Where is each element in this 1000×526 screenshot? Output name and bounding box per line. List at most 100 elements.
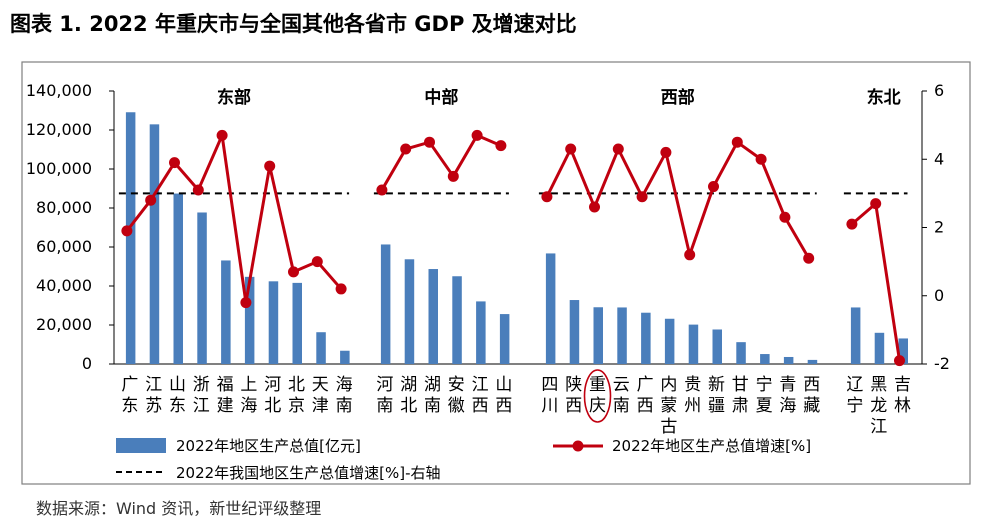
bar-山西 (499, 314, 510, 364)
category-label-重庆: 重庆 (589, 375, 606, 416)
left-tick-label: 0 (82, 354, 92, 373)
growth-point-广东 (121, 225, 133, 237)
right-axis: -2 0 2 4 6 (921, 81, 950, 373)
bar-福建 (221, 260, 231, 364)
growth-point-山西 (495, 140, 507, 152)
bar-山东 (173, 193, 183, 364)
left-tick-label: 120,000 (26, 120, 92, 139)
category-label-河南: 河南 (376, 375, 393, 416)
category-label-安徽: 安徽 (448, 375, 465, 416)
chongqing-highlight (583, 369, 612, 423)
category-label-辽宁: 辽宁 (846, 375, 863, 416)
bar-广西 (641, 312, 651, 364)
region-label-中部: 中部 (424, 87, 458, 108)
growth-point-福建 (216, 129, 228, 141)
growth-point-甘肃 (731, 136, 743, 148)
category-label-湖北: 湖北 (400, 375, 417, 416)
category-label-云南: 云南 (613, 375, 630, 416)
growth-point-江苏 (145, 194, 157, 206)
left-axis: 0 20,000 40,000 60,000 80,000 100,000 120,000 1… (26, 81, 922, 373)
growth-point-上海 (240, 297, 252, 309)
bar-河北 (268, 281, 279, 364)
bar-四川 (545, 253, 556, 364)
category-label-浙江: 浙江 (193, 375, 210, 416)
growth-point-陕西 (565, 143, 577, 155)
bar-海南 (340, 350, 350, 364)
category-label-陕西: 陕西 (565, 375, 582, 416)
gdp-bars (125, 112, 908, 364)
growth-point-河北 (264, 160, 276, 172)
region-label-东北: 东北 (867, 87, 901, 108)
right-tick-label: -2 (934, 354, 950, 373)
bar-北京 (292, 282, 302, 364)
legend: 2022年地区生产总值[亿元] 2022年我国地区生产总值增速[%]-右轴 20… (116, 437, 811, 482)
bar-陕西 (569, 300, 580, 364)
category-label-江西: 江西 (472, 375, 489, 416)
bar-江西 (476, 301, 486, 364)
category-label-上海: 上海 (240, 375, 257, 416)
bar-湖北 (404, 259, 415, 364)
left-tick-label: 20,000 (36, 315, 92, 334)
growth-point-黑龙江 (870, 198, 882, 210)
growth-point-海南 (335, 283, 347, 295)
growth-line-西部 (545, 140, 810, 259)
bar-辽宁 (850, 307, 861, 364)
growth-point-辽宁 (846, 218, 858, 230)
region-label-西部: 西部 (661, 87, 695, 108)
bar-甘肃 (736, 342, 746, 364)
growth-point-北京 (288, 266, 299, 278)
bar-上海 (244, 276, 255, 364)
growth-point-广西 (636, 191, 648, 203)
category-label-青海: 青海 (779, 375, 796, 416)
growth-point-河南 (376, 184, 388, 196)
right-tick-label: 0 (934, 286, 944, 305)
growth-point-湖北 (400, 143, 412, 155)
left-tick-label: 100,000 (26, 159, 92, 178)
category-label-宁夏: 宁夏 (756, 375, 773, 416)
left-tick-label: 60,000 (36, 237, 92, 256)
legend-avg-label: 2022年我国地区生产总值增速[%]-右轴 (176, 464, 441, 482)
growth-point-天津 (311, 256, 323, 268)
bar-黑龙江 (874, 332, 885, 364)
category-label-江苏: 江苏 (145, 375, 162, 416)
category-label-湖南: 湖南 (424, 375, 441, 416)
province-labels: 广东江苏山东浙江福建上海河北北京天津海南河南湖北湖南安徽江西山西四川陕西重庆云南… (121, 375, 911, 437)
growth-lines (121, 129, 905, 367)
bar-天津 (316, 332, 326, 364)
region-label-东部: 东部 (217, 87, 251, 108)
growth-point-江西 (471, 129, 483, 141)
legend-bar-label: 2022年地区生产总值[亿元] (176, 437, 361, 455)
category-label-甘肃: 甘肃 (732, 375, 749, 416)
left-tick-label: 80,000 (36, 198, 92, 217)
bar-吉林 (898, 338, 908, 364)
growth-point-宁夏 (755, 153, 767, 165)
category-label-内蒙古: 内蒙古 (660, 375, 677, 437)
bar-广东 (125, 112, 136, 364)
chart-frame (21, 61, 971, 485)
legend-line-label: 2022年地区生产总值增速[%] (612, 437, 811, 455)
bar-浙江 (197, 212, 207, 364)
category-label-广西: 广西 (637, 375, 654, 416)
growth-point-四川 (541, 191, 553, 203)
category-label-黑龙江: 黑龙江 (870, 375, 887, 437)
category-label-贵州: 贵州 (684, 375, 701, 416)
growth-point-内蒙古 (660, 146, 672, 158)
category-label-四川: 四川 (541, 375, 558, 416)
growth-point-吉林 (894, 355, 905, 367)
bar-青海 (783, 356, 794, 364)
growth-point-新疆 (708, 181, 719, 193)
bar-西藏 (807, 359, 818, 364)
region-labels: 东部 中部 西部 东北 (217, 87, 901, 108)
growth-point-青海 (779, 211, 791, 223)
growth-point-重庆 (589, 201, 600, 213)
growth-point-湖南 (424, 136, 435, 148)
growth-point-云南 (612, 143, 624, 155)
growth-point-山东 (169, 157, 180, 169)
category-label-天津: 天津 (312, 375, 329, 416)
growth-point-西藏 (803, 252, 815, 264)
bar-云南 (617, 307, 627, 364)
legend-bar-swatch (116, 438, 166, 453)
left-tick-label: 40,000 (36, 276, 92, 295)
category-label-新疆: 新疆 (708, 375, 725, 416)
